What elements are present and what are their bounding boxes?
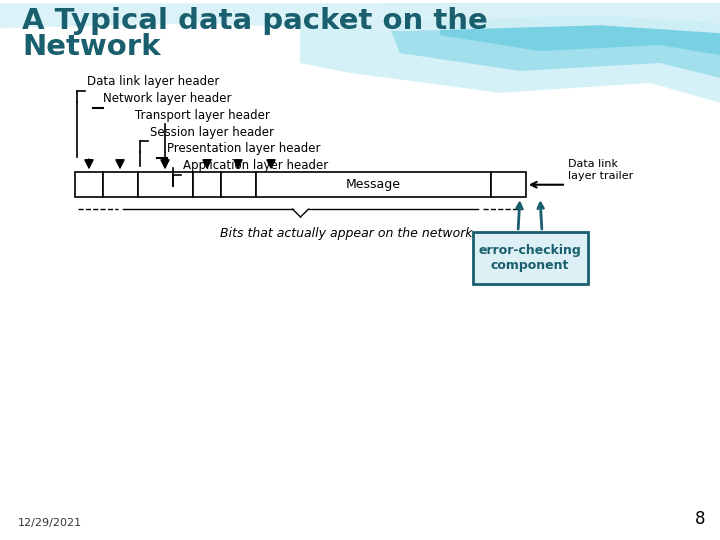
Text: Application layer header: Application layer header (183, 159, 328, 172)
Text: Presentation layer header: Presentation layer header (167, 143, 320, 156)
Polygon shape (440, 3, 720, 55)
Text: Bits that actually appear on the network: Bits that actually appear on the network (220, 227, 473, 240)
Text: Session layer header: Session layer header (150, 125, 274, 139)
Bar (103, 172, 138, 197)
Bar (472, 232, 588, 284)
Bar (491, 172, 526, 197)
Text: 8: 8 (695, 510, 705, 528)
Polygon shape (300, 3, 720, 103)
Text: 12/29/2021: 12/29/2021 (18, 518, 82, 528)
Polygon shape (0, 3, 720, 23)
Bar (138, 172, 193, 197)
Text: Transport layer header: Transport layer header (135, 109, 270, 122)
Bar (193, 172, 221, 197)
Text: Data link layer header: Data link layer header (87, 75, 220, 88)
Text: Network: Network (22, 33, 161, 61)
Bar (256, 172, 491, 197)
Text: error-checking
component: error-checking component (479, 244, 581, 272)
Text: Data link
layer trailer: Data link layer trailer (568, 159, 634, 181)
Text: Message: Message (346, 178, 401, 191)
Polygon shape (380, 3, 720, 78)
Text: Network layer header: Network layer header (103, 92, 232, 105)
Bar (75, 172, 103, 197)
Bar (221, 172, 256, 197)
Text: A Typical data packet on the: A Typical data packet on the (22, 7, 487, 35)
Polygon shape (0, 3, 720, 33)
